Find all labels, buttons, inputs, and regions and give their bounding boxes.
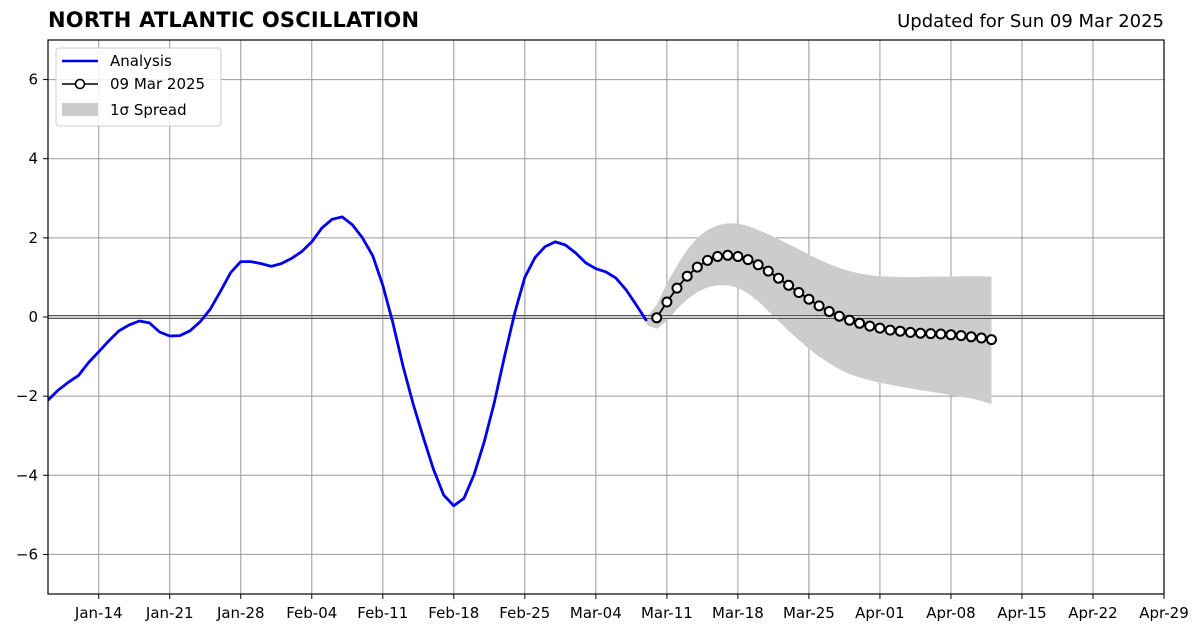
y-tick-label: 2 — [28, 229, 38, 247]
forecast-point — [712, 251, 724, 262]
forecast-point — [915, 327, 926, 339]
forecast-point — [986, 334, 997, 346]
forecast-point — [823, 306, 835, 317]
x-tick-label: Feb-11 — [357, 604, 408, 622]
forecast-point — [894, 325, 906, 337]
analysis-layer — [48, 215, 648, 508]
forecast-point — [945, 329, 957, 341]
legend: Analysis 09 Mar 2025 1σ Spread — [55, 47, 222, 127]
x-tick-label: Apr-22 — [1068, 604, 1118, 622]
analysis-line — [48, 215, 648, 508]
forecast-point — [874, 322, 886, 334]
forecast-point — [854, 317, 866, 329]
x-tick-label: Apr-01 — [855, 604, 905, 622]
forecast-point — [844, 314, 855, 326]
forecast-point — [722, 249, 734, 261]
x-tick-label: Jan-28 — [216, 604, 265, 622]
forecast-point — [884, 324, 896, 336]
spread-band — [646, 223, 992, 405]
forecast-point — [742, 254, 754, 266]
y-tick-label: −4 — [16, 466, 38, 484]
forecast-point — [671, 282, 683, 294]
legend-forecast-marker — [74, 78, 86, 90]
x-tick-label: Feb-04 — [286, 604, 337, 622]
forecast-point — [975, 332, 987, 344]
legend-analysis-label: Analysis — [110, 52, 172, 70]
forecast-point — [925, 328, 937, 340]
tick-labels: Jan-14 Jan-21 Jan-28 Feb-04 Feb-11 Feb-18 Feb-… — [16, 71, 1189, 622]
x-tick-label: Apr-15 — [997, 604, 1047, 622]
forecast-layer — [651, 249, 997, 346]
y-tick-label: −2 — [16, 387, 38, 405]
forecast-point — [702, 254, 713, 266]
legend-spread-patch — [62, 103, 98, 116]
forecast-point — [864, 320, 876, 332]
forecast-point — [965, 331, 977, 343]
x-tick-label: Feb-18 — [428, 604, 479, 622]
zero-line-layer — [48, 315, 1164, 319]
forecast-point — [793, 287, 805, 298]
forecast-point — [904, 326, 916, 338]
forecast-point — [691, 261, 703, 273]
spread-band-layer — [646, 223, 992, 405]
forecast-point — [752, 259, 764, 271]
y-tick-label: 0 — [28, 308, 38, 326]
updated-date-label: Updated for Sun 09 Mar 2025 — [897, 11, 1164, 32]
forecast-point — [732, 251, 744, 262]
y-tick-label: 6 — [28, 71, 38, 89]
forecast-point — [955, 330, 967, 342]
x-tick-label: Jan-21 — [145, 604, 194, 622]
x-tick-label: Apr-29 — [1139, 604, 1189, 622]
legend-spread-label: 1σ Spread — [110, 101, 187, 119]
chart-title: NORTH ATLANTIC OSCILLATION — [48, 8, 420, 32]
forecast-point — [935, 328, 947, 340]
x-tick-label: Mar-18 — [712, 604, 764, 622]
forecast-point — [813, 300, 825, 312]
x-tick-label: Mar-25 — [783, 604, 835, 622]
legend-forecast-label: 09 Mar 2025 — [110, 75, 205, 93]
forecast-point — [762, 265, 774, 277]
x-tick-label: Mar-04 — [570, 604, 622, 622]
y-tick-label: 4 — [28, 150, 38, 168]
x-tick-label: Feb-25 — [499, 604, 550, 622]
forecast-point — [803, 293, 815, 305]
x-tick-label: Jan-14 — [74, 604, 123, 622]
y-tick-label: −6 — [16, 545, 38, 563]
x-tick-label: Apr-08 — [926, 604, 976, 622]
forecast-point — [681, 270, 693, 282]
x-tick-label: Mar-11 — [641, 604, 693, 622]
forecast-point — [783, 279, 795, 291]
forecast-point — [833, 310, 845, 322]
forecast-point — [651, 312, 663, 324]
forecast-point — [773, 272, 784, 284]
forecast-point — [661, 296, 673, 308]
